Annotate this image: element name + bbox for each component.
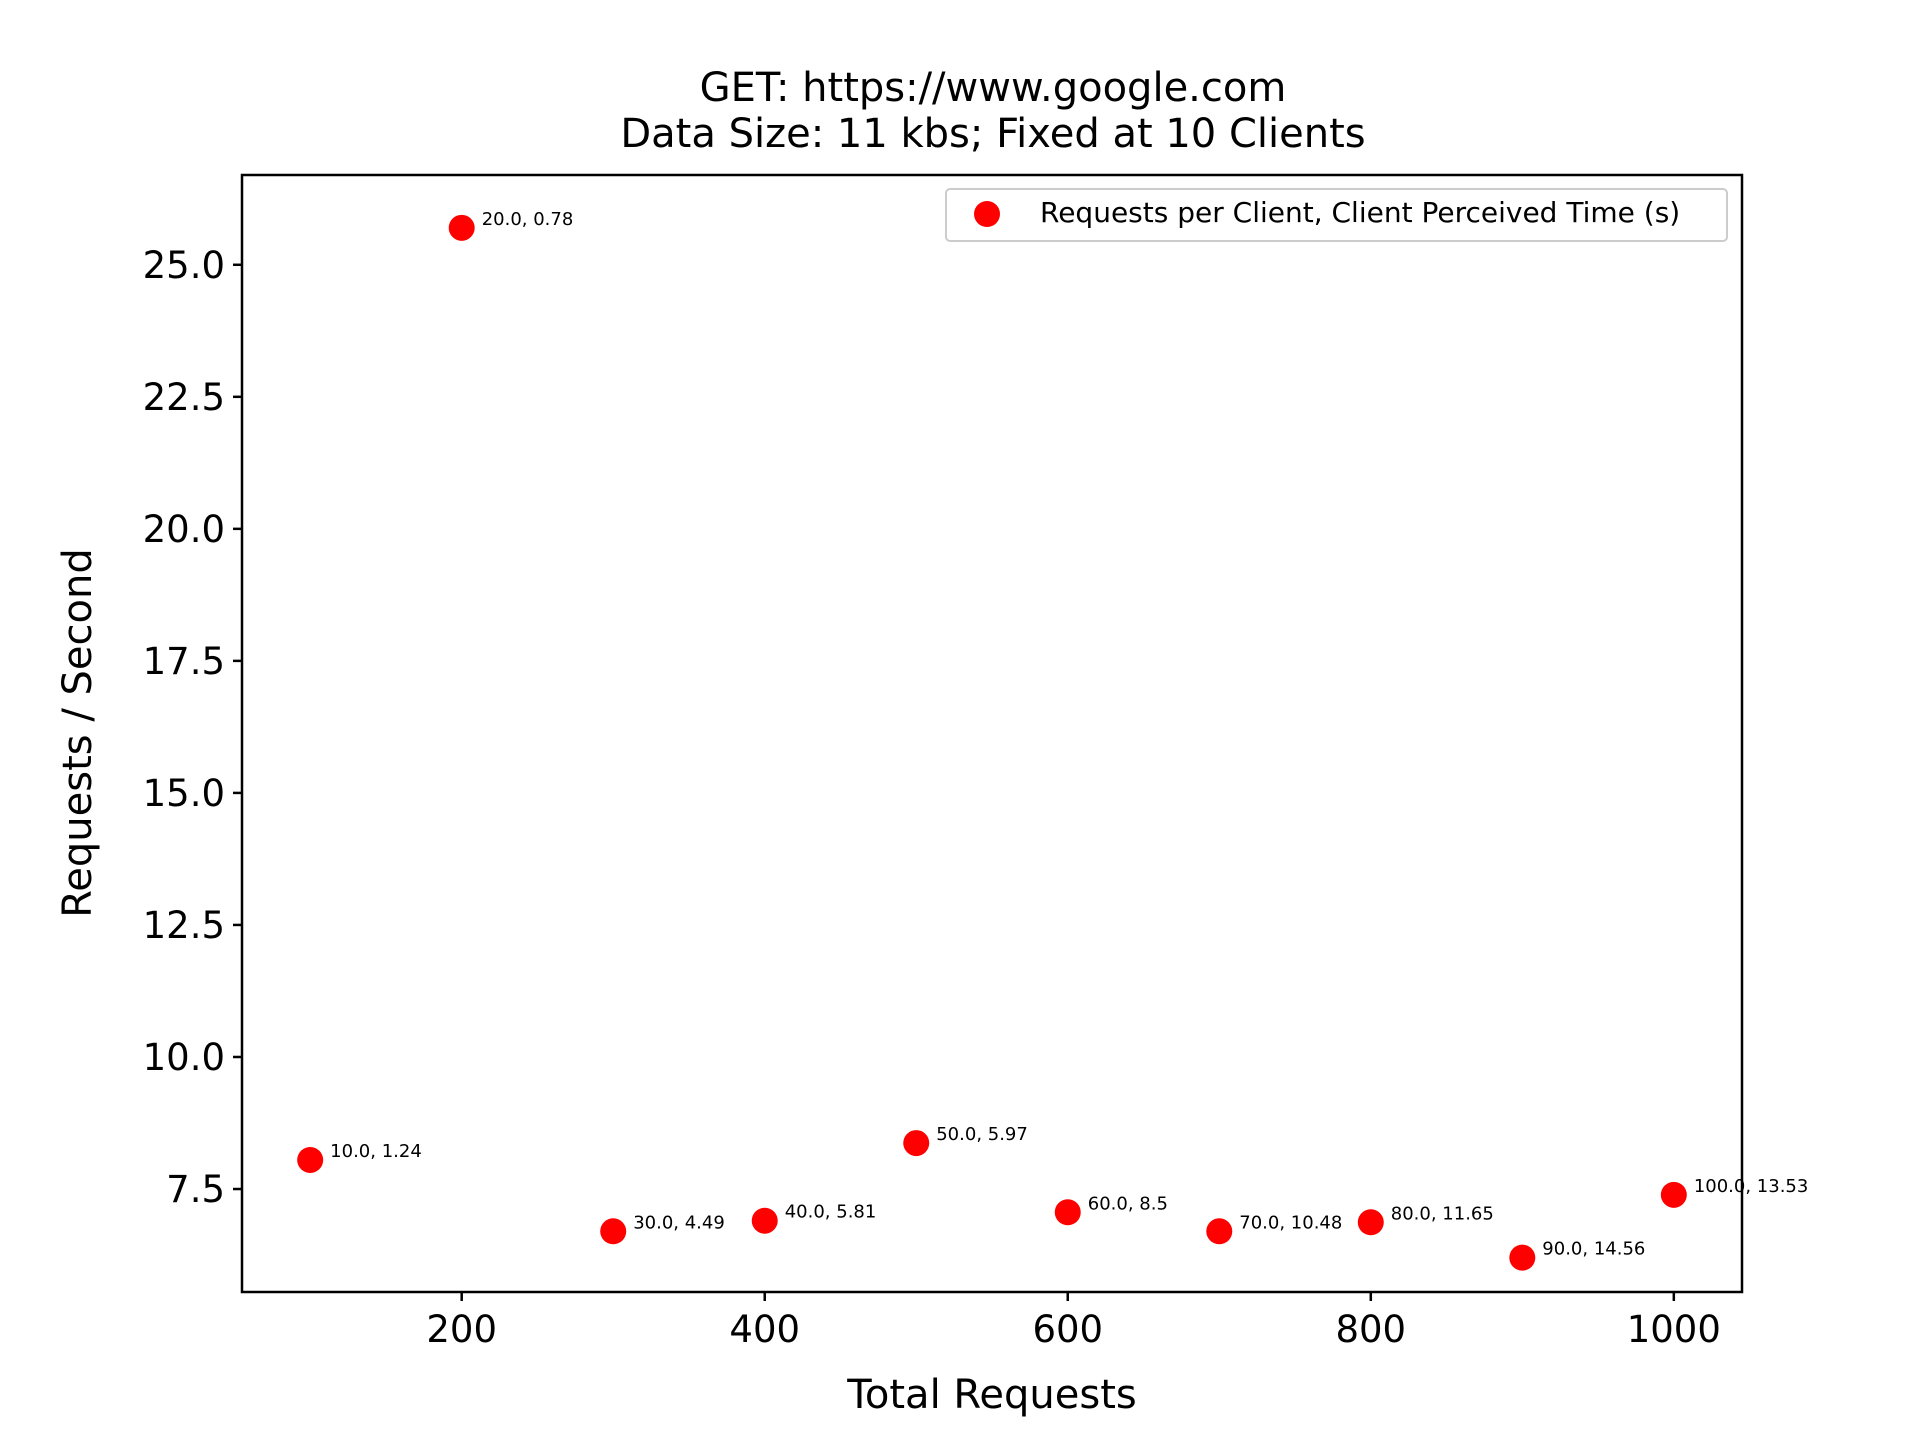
x-tick-label: 1000 <box>1627 1308 1721 1351</box>
x-tick-label: 600 <box>1032 1308 1103 1351</box>
data-point-label: 40.0, 5.81 <box>785 1202 877 1223</box>
legend-label: Requests per Client, Client Perceived Ti… <box>1040 196 1680 229</box>
data-point-label: 90.0, 14.56 <box>1542 1239 1645 1260</box>
data-point-label: 20.0, 0.78 <box>482 209 574 230</box>
data-point <box>1054 1199 1081 1226</box>
x-tick-label: 800 <box>1335 1308 1406 1351</box>
data-point <box>1206 1218 1233 1245</box>
data-point-label: 50.0, 5.97 <box>936 1124 1028 1145</box>
data-point-label: 10.0, 1.24 <box>330 1141 422 1162</box>
data-point-label: 80.0, 11.65 <box>1391 1203 1494 1224</box>
y-axis-ticks: 7.5 10.0 12.5 15.0 17.5 20.0 22.5 25.0 <box>143 244 242 1211</box>
chart-title-line-1: GET: https://www.google.com <box>700 65 1287 111</box>
chart-title-line-2: Data Size: 11 kbs; Fixed at 10 Clients <box>620 111 1365 157</box>
legend-marker <box>974 201 1000 227</box>
x-tick-label: 400 <box>729 1308 800 1351</box>
y-tick-label: 7.5 <box>166 1168 225 1211</box>
data-point <box>1509 1244 1536 1271</box>
data-point <box>297 1146 324 1173</box>
legend: Requests per Client, Client Perceived Ti… <box>945 188 1728 242</box>
y-tick-label: 17.5 <box>143 640 225 683</box>
y-tick-label: 25.0 <box>143 244 225 287</box>
data-point <box>1357 1209 1384 1236</box>
data-point <box>448 214 475 241</box>
data-point <box>600 1218 627 1245</box>
plot-area <box>240 173 1744 1294</box>
data-point-label: 30.0, 4.49 <box>633 1212 725 1233</box>
data-point <box>751 1207 778 1234</box>
data-point <box>903 1130 930 1157</box>
data-point-label: 70.0, 10.48 <box>1239 1212 1342 1233</box>
legend-box <box>945 188 1728 242</box>
data-points: 10.0, 1.24 20.0, 0.78 30.0, 4.49 40.0, 5.81… <box>297 209 1808 1271</box>
data-point-label: 100.0, 13.53 <box>1694 1176 1809 1197</box>
x-tick-label: 200 <box>426 1308 497 1351</box>
data-point <box>1660 1181 1687 1208</box>
y-tick-label: 10.0 <box>143 1036 225 1079</box>
x-axis-label: Total Requests <box>846 1372 1136 1418</box>
y-tick-label: 12.5 <box>143 904 225 947</box>
y-axis-label: Requests / Second <box>55 548 101 917</box>
data-point-label: 60.0, 8.5 <box>1088 1193 1168 1214</box>
y-tick-label: 15.0 <box>143 772 225 815</box>
x-axis-ticks: 200 400 600 800 1000 <box>426 1292 1721 1351</box>
y-tick-label: 20.0 <box>143 508 225 551</box>
y-tick-label: 22.5 <box>143 376 225 419</box>
